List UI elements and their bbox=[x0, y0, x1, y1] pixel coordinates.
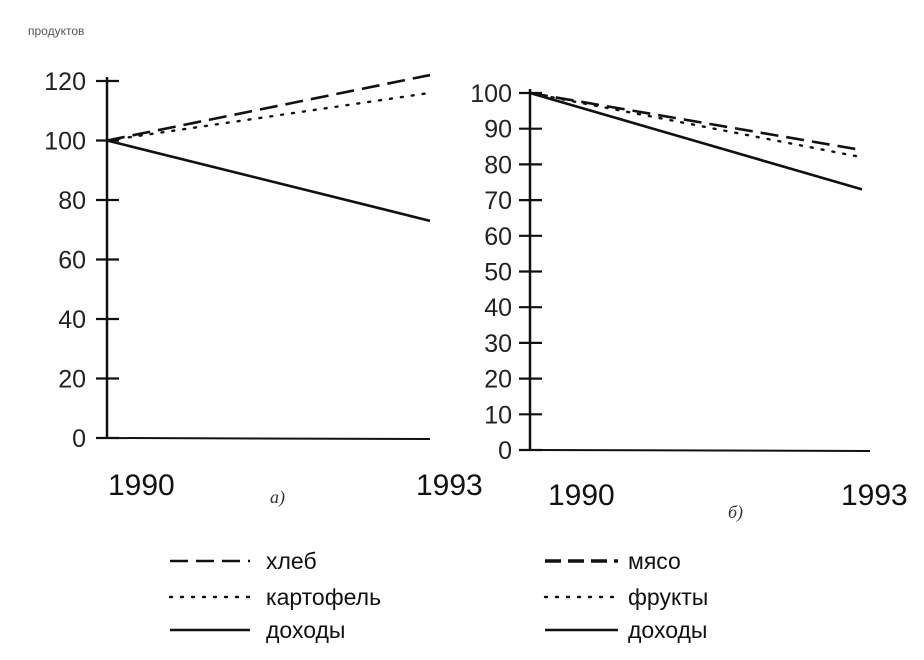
y-tick-label: 70 bbox=[484, 187, 512, 215]
header-fragment: продуктов bbox=[28, 24, 84, 38]
legend-label: доходы bbox=[266, 617, 345, 643]
y-tick-label: 100 bbox=[44, 128, 86, 156]
y-tick-label: 50 bbox=[484, 259, 512, 287]
y-tick-label: 10 bbox=[484, 401, 512, 429]
y-tick-label: 90 bbox=[484, 116, 512, 144]
legend-b: мясо фрукты доходы bbox=[543, 548, 708, 643]
x-axis bbox=[529, 449, 871, 452]
legend-label: фрукты bbox=[628, 584, 708, 610]
series-line-доходы bbox=[106, 139, 431, 223]
legend-label: хлеб bbox=[266, 548, 317, 574]
y-tick-label: 120 bbox=[44, 68, 86, 96]
legend-a: хлеб картофель доходы bbox=[168, 548, 381, 643]
y-tick-label: 40 bbox=[58, 306, 86, 334]
series-line-фрукты bbox=[528, 91, 864, 159]
panel-a: 0 20 40 60 80 100 120 1990 1993 а) bbox=[44, 68, 482, 508]
legend-label: картофель bbox=[266, 584, 381, 610]
x-axis bbox=[106, 437, 431, 440]
x-tick-label: 1993 bbox=[416, 469, 483, 502]
panel-label: а) bbox=[270, 487, 285, 508]
y-tick-label: 0 bbox=[498, 437, 512, 465]
y-tick-label: 0 bbox=[72, 425, 86, 453]
x-tick-label: 1990 bbox=[108, 469, 175, 502]
legend-label: доходы bbox=[628, 617, 707, 643]
series-line-картофель bbox=[105, 91, 432, 142]
y-tick-label: 30 bbox=[484, 330, 512, 358]
y-tick-label: 60 bbox=[484, 223, 512, 251]
x-tick-label: 1990 bbox=[548, 479, 615, 512]
y-tick-label: 20 bbox=[484, 366, 512, 394]
y-tick-label: 60 bbox=[58, 247, 86, 275]
series-line-доходы bbox=[529, 91, 863, 191]
panel-b: 0 10 20 30 40 50 60 70 80 90 100 1990 1993 б) bbox=[470, 80, 907, 523]
y-tick-label: 80 bbox=[58, 187, 86, 215]
y-tick-label: 20 bbox=[58, 366, 86, 394]
y-tick-label: 100 bbox=[470, 80, 512, 108]
y-tick-label: 40 bbox=[484, 294, 512, 322]
y-tick-label: 80 bbox=[484, 151, 512, 179]
series-line-хлеб bbox=[106, 73, 431, 142]
legend-label: мясо bbox=[628, 548, 681, 574]
x-tick-label: 1993 bbox=[841, 479, 908, 512]
panel-label: б) bbox=[728, 502, 743, 523]
